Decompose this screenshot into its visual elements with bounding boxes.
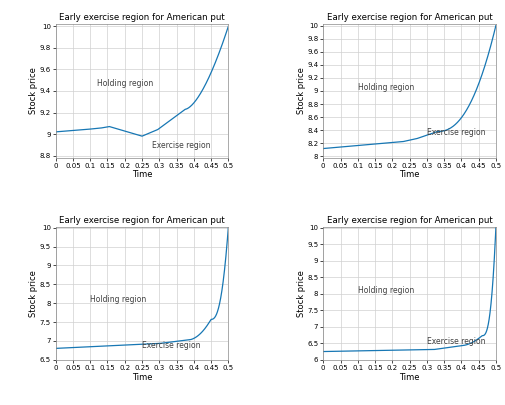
Y-axis label: Stock price: Stock price — [296, 270, 305, 317]
Title: Early exercise region for American put: Early exercise region for American put — [59, 13, 224, 22]
Title: Early exercise region for American put: Early exercise region for American put — [59, 216, 224, 225]
X-axis label: Time: Time — [398, 170, 419, 179]
Title: Early exercise region for American put: Early exercise region for American put — [326, 216, 491, 225]
Text: Holding region: Holding region — [90, 295, 146, 304]
Text: Exercise region: Exercise region — [426, 128, 484, 137]
Y-axis label: Stock price: Stock price — [29, 68, 38, 115]
Text: Holding region: Holding region — [357, 286, 413, 295]
X-axis label: Time: Time — [131, 373, 152, 382]
X-axis label: Time: Time — [131, 170, 152, 179]
Y-axis label: Stock price: Stock price — [296, 68, 305, 115]
Text: Exercise region: Exercise region — [426, 337, 484, 346]
Text: Exercise region: Exercise region — [142, 341, 200, 350]
Y-axis label: Stock price: Stock price — [29, 270, 38, 317]
X-axis label: Time: Time — [398, 373, 419, 382]
Title: Early exercise region for American put: Early exercise region for American put — [326, 13, 491, 22]
Text: Exercise region: Exercise region — [152, 141, 211, 150]
Text: Holding region: Holding region — [97, 79, 153, 88]
Text: Holding region: Holding region — [357, 83, 413, 92]
